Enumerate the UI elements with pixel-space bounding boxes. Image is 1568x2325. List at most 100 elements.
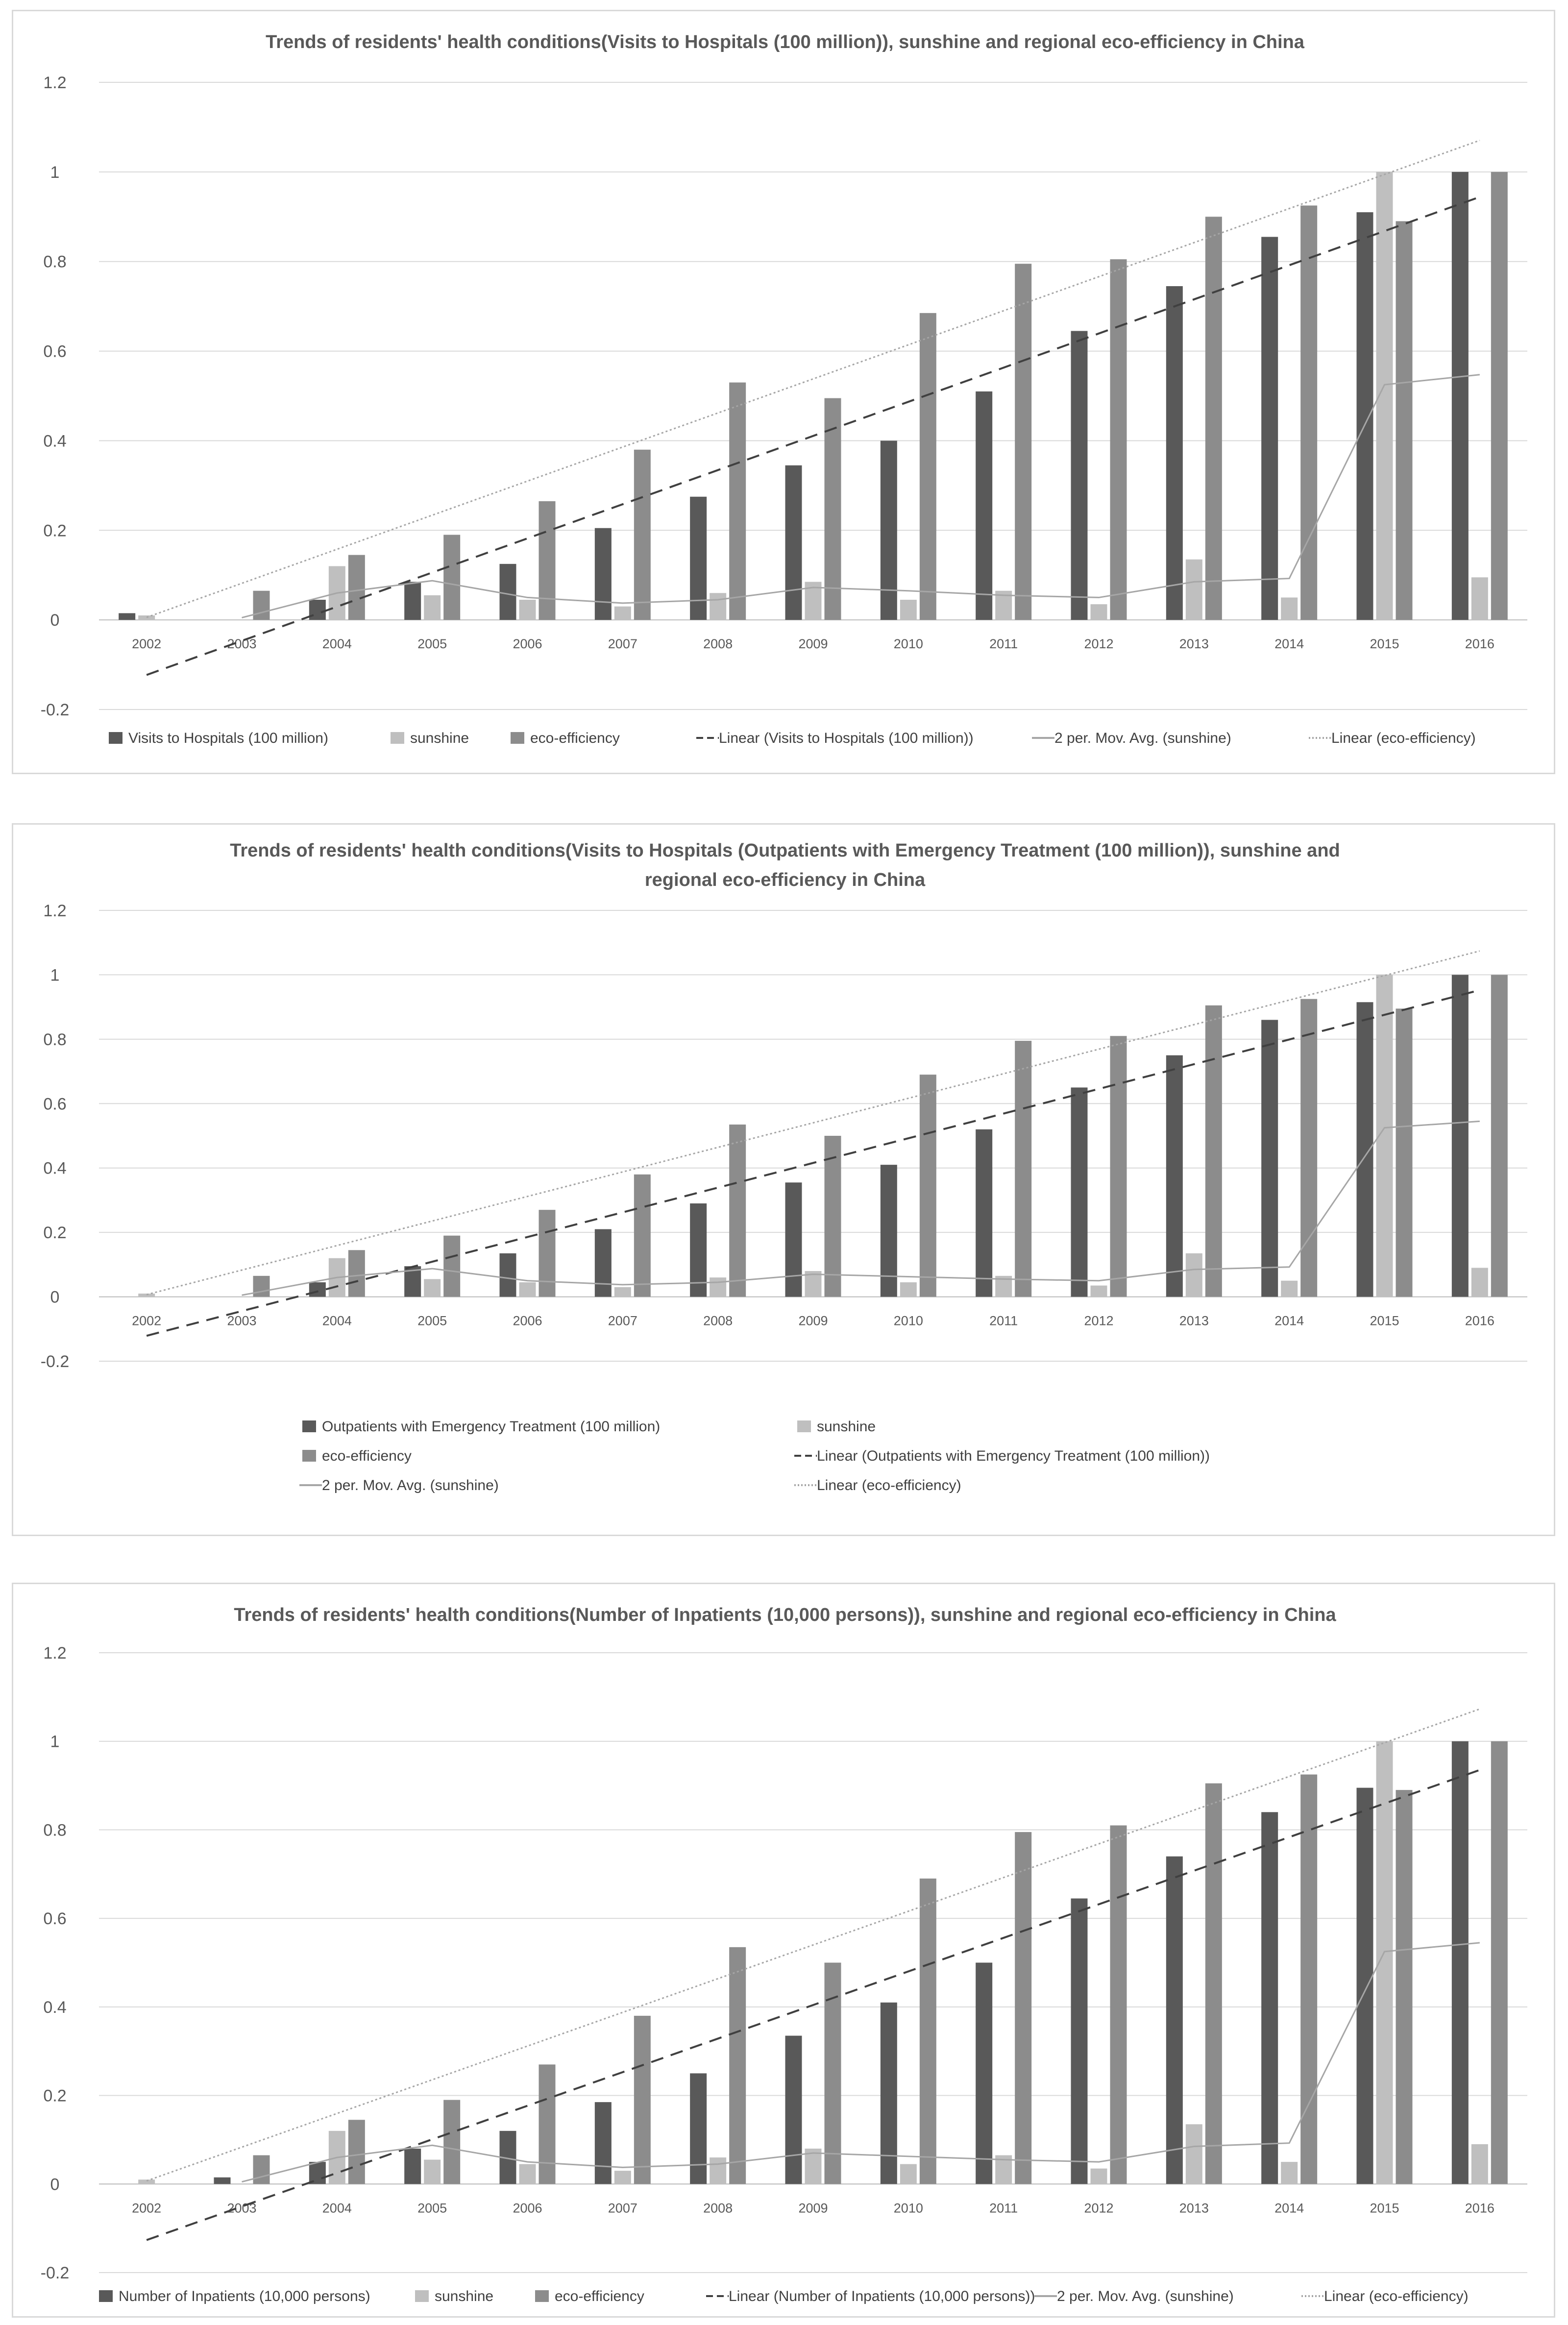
legend-label: Linear (eco-efficiency) bbox=[1324, 2288, 1469, 2304]
x-tick-label: 2011 bbox=[989, 1314, 1018, 1328]
bar-eco-efficiency bbox=[348, 2120, 365, 2184]
legend-swatch bbox=[109, 732, 122, 744]
bar-eco-efficiency bbox=[539, 2064, 556, 2184]
trendline-health-linear bbox=[146, 989, 1480, 1337]
bar-eco-efficiency bbox=[443, 2100, 461, 2184]
x-tick-label: 2004 bbox=[322, 2201, 352, 2215]
x-tick-label: 2004 bbox=[322, 636, 352, 651]
y-tick-label: -0.2 bbox=[41, 701, 70, 719]
y-tick-label: 0.4 bbox=[43, 432, 66, 450]
trendline-eco-efficiency-linear bbox=[146, 140, 1480, 618]
legend-label: sunshine bbox=[410, 730, 469, 746]
x-tick-label: 2007 bbox=[608, 636, 637, 651]
sunshine-moving-average-line bbox=[242, 374, 1480, 619]
chart-panel-inpatients: Trends of residents' health conditions(N… bbox=[12, 1583, 1555, 2318]
legend-swatch bbox=[415, 2290, 429, 2302]
x-tick-label: 2014 bbox=[1274, 1314, 1304, 1328]
x-tick-label: 2002 bbox=[132, 636, 161, 651]
legend-label: sunshine bbox=[435, 2288, 493, 2304]
y-tick-label: 0.2 bbox=[43, 1224, 66, 1242]
bar-eco-efficiency bbox=[1110, 1036, 1127, 1297]
bar-eco-efficiency bbox=[1300, 1774, 1318, 2184]
bar-health bbox=[119, 613, 136, 620]
chart-title: Trends of residents' health conditions(V… bbox=[230, 840, 1340, 861]
legend-label: Linear (eco-efficiency) bbox=[817, 1477, 961, 1493]
bar-health bbox=[1356, 1002, 1373, 1297]
bar-health bbox=[785, 465, 802, 620]
legend-swatch bbox=[99, 2290, 113, 2302]
bar-eco-efficiency bbox=[443, 1235, 461, 1297]
bar-eco-efficiency bbox=[1015, 1832, 1032, 2184]
bar-sunshine bbox=[614, 1287, 631, 1297]
bar-sunshine bbox=[710, 2157, 727, 2184]
bar-eco-efficiency bbox=[1205, 217, 1222, 620]
legend-label: Visits to Hospitals (100 million) bbox=[128, 730, 328, 746]
legend-label: eco-efficiency bbox=[530, 730, 620, 746]
bar-sunshine bbox=[424, 595, 441, 620]
bar-eco-efficiency bbox=[348, 1250, 365, 1297]
x-tick-label: 2012 bbox=[1084, 636, 1113, 651]
bar-sunshine bbox=[519, 1282, 536, 1297]
trendline-eco-efficiency-linear bbox=[146, 1708, 1480, 2182]
y-tick-label: 1.2 bbox=[43, 902, 66, 920]
x-tick-label: 2015 bbox=[1370, 2201, 1399, 2215]
y-tick-label: 0 bbox=[50, 611, 60, 630]
legend-swatch bbox=[391, 732, 404, 744]
bar-sunshine bbox=[900, 1282, 917, 1297]
legend-label: sunshine bbox=[817, 1419, 876, 1435]
y-tick-label: 0.4 bbox=[43, 1159, 66, 1178]
y-tick-label: 0.2 bbox=[43, 2087, 66, 2105]
x-tick-label: 2015 bbox=[1370, 1314, 1399, 1328]
bar-sunshine bbox=[1090, 604, 1107, 620]
x-tick-label: 2014 bbox=[1274, 636, 1304, 651]
bar-health bbox=[690, 2073, 707, 2184]
x-tick-label: 2012 bbox=[1084, 1314, 1113, 1328]
chart-title-line2: regional eco-efficiency in China bbox=[645, 870, 926, 890]
bar-eco-efficiency bbox=[539, 501, 556, 620]
x-tick-label: 2009 bbox=[798, 636, 828, 651]
bar-eco-efficiency bbox=[634, 449, 651, 620]
bar-sunshine bbox=[1185, 559, 1202, 620]
y-tick-label: -0.2 bbox=[41, 1352, 70, 1371]
x-tick-label: 2008 bbox=[703, 636, 733, 651]
x-tick-label: 2013 bbox=[1179, 636, 1209, 651]
legend-label: Linear (Outpatients with Emergency Treat… bbox=[817, 1448, 1210, 1464]
legend-label: Linear (Number of Inpatients (10,000 per… bbox=[729, 2288, 1035, 2304]
x-tick-label: 2016 bbox=[1465, 1314, 1494, 1328]
x-tick-label: 2011 bbox=[989, 636, 1018, 651]
legend-swatch bbox=[797, 1420, 811, 1432]
bar-eco-efficiency bbox=[1110, 259, 1127, 620]
y-tick-label: 1 bbox=[50, 966, 60, 984]
bar-eco-efficiency bbox=[1205, 1005, 1222, 1297]
bar-sunshine bbox=[519, 600, 536, 620]
bar-eco-efficiency bbox=[1015, 264, 1032, 620]
bar-health bbox=[594, 2102, 612, 2184]
bar-sunshine bbox=[424, 1279, 441, 1297]
bar-health bbox=[976, 1129, 993, 1297]
x-tick-label: 2007 bbox=[608, 1314, 637, 1328]
bar-sunshine bbox=[900, 2164, 917, 2184]
bar-eco-efficiency bbox=[634, 1174, 651, 1297]
bar-health bbox=[1261, 1812, 1278, 2184]
bar-health bbox=[880, 2002, 897, 2184]
y-tick-label: 1 bbox=[50, 163, 60, 182]
bar-sunshine bbox=[710, 593, 727, 620]
x-tick-label: 2010 bbox=[894, 636, 923, 651]
chart-svg-3: Trends of residents' health conditions(N… bbox=[41, 1605, 1527, 2304]
bar-health bbox=[594, 528, 612, 620]
bar-eco-efficiency bbox=[729, 1947, 746, 2184]
bar-health bbox=[309, 2162, 326, 2184]
bar-sunshine bbox=[614, 2171, 631, 2184]
bar-health bbox=[404, 2149, 421, 2184]
bar-eco-efficiency bbox=[634, 2015, 651, 2184]
legend-swatch bbox=[302, 1450, 316, 1462]
bar-health bbox=[1166, 286, 1183, 620]
bar-health bbox=[976, 391, 993, 620]
bar-health bbox=[309, 1282, 326, 1297]
legend-label: eco-efficiency bbox=[555, 2288, 644, 2304]
legend-label: 2 per. Mov. Avg. (sunshine) bbox=[322, 1477, 499, 1493]
x-tick-label: 2013 bbox=[1179, 1314, 1209, 1328]
bar-health bbox=[594, 1229, 612, 1297]
bar-health bbox=[499, 1253, 516, 1297]
x-tick-label: 2008 bbox=[703, 2201, 733, 2215]
